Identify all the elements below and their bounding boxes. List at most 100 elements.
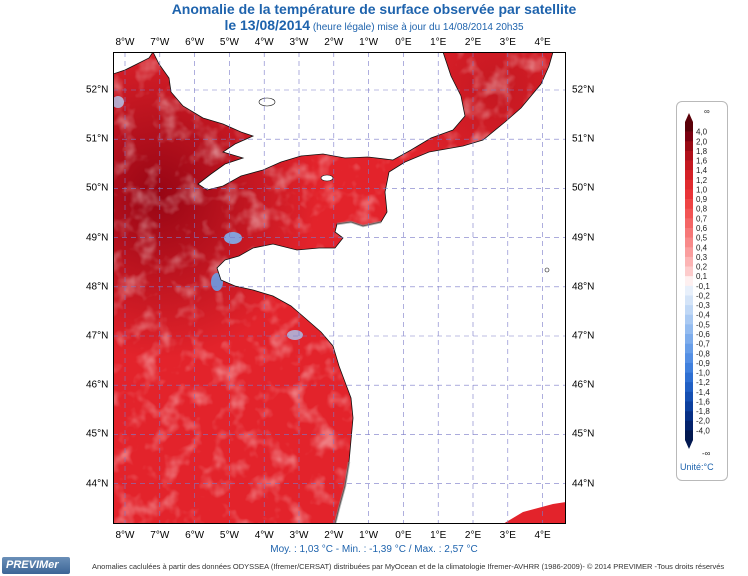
legend-swatch [685, 122, 693, 132]
lon-label-bottom: 4°W [254, 530, 274, 541]
legend-swatch [685, 256, 693, 267]
title-date: le 13/08/2014 [224, 17, 311, 33]
legend-swatch [685, 362, 693, 373]
legend-label: 0,7 [696, 214, 708, 223]
sst-anomaly-map [113, 52, 566, 524]
lon-label-top: 4°E [534, 37, 551, 48]
land-continent [216, 52, 566, 524]
legend-swatch [685, 391, 693, 402]
legend-bottom-symbol: -∞ [702, 449, 711, 458]
statistics: Moy. : 1,03 °C - Min. : -1,39 °C / Max. … [270, 544, 478, 555]
lat-label-left: 47°N [86, 330, 109, 342]
lon-label-top: 4°W [254, 37, 274, 48]
legend-swatch [685, 199, 693, 210]
legend-label: 4,0 [696, 128, 708, 137]
lon-label-bottom: 5°W [219, 530, 239, 541]
legend-label: -2,0 [696, 417, 710, 426]
legend-swatch [685, 314, 693, 325]
legend-swatch [685, 334, 693, 344]
legend-label: -1,2 [696, 378, 710, 387]
legend-swatch [685, 382, 693, 393]
legend-label: -0,9 [696, 359, 710, 368]
legend-swatch [685, 179, 693, 190]
legend-label: 0,2 [696, 263, 708, 272]
legend-label: 0,1 [696, 272, 708, 281]
legend-label: 0,3 [696, 253, 708, 262]
title-update: (heure légale) mise à jour du 14/08/2014… [310, 22, 524, 33]
lon-label-top: 6°W [185, 37, 205, 48]
land-great-britain [152, 52, 466, 191]
legend-label: -1,0 [696, 369, 710, 378]
land-ireland [113, 52, 154, 75]
title-line-1: Anomalie de la température de surface ob… [171, 1, 577, 17]
lat-label-right: 48°N [572, 281, 595, 293]
lat-label-left: 44°N [86, 478, 109, 490]
lon-label-top: 1°W [359, 37, 379, 48]
credit-text: Anomalies caclulées à partir des données… [92, 562, 725, 571]
legend-swatch [685, 430, 693, 441]
legend-label: -0,4 [696, 311, 710, 320]
lat-label-right: 49°N [572, 232, 595, 244]
legend-label: 1,4 [696, 166, 708, 175]
lat-label-left: 49°N [86, 232, 109, 244]
lat-label-right: 44°N [572, 478, 595, 490]
legend-bottom-tip [685, 440, 693, 449]
legend-swatch [685, 160, 693, 171]
previmer-logo: PREVIMer [2, 557, 70, 574]
legend-swatch [685, 189, 693, 200]
lon-label-bottom: 2°E [464, 530, 482, 541]
legend-swatch [685, 141, 693, 152]
legend-label: -0,2 [696, 291, 710, 300]
legend-swatch [685, 218, 693, 229]
legend-swatch [685, 266, 693, 277]
lon-label-bottom: 4°E [534, 530, 551, 541]
legend-unit: Unité:°C [680, 462, 714, 472]
lon-label-top: 1°E [430, 37, 447, 48]
lon-label-bottom: 3°W [289, 530, 309, 541]
lon-label-bottom: 2°W [324, 530, 344, 541]
legend-label: -4,0 [696, 426, 710, 435]
legend-label: -0,3 [696, 301, 710, 310]
legend-swatch [685, 305, 693, 316]
legend-label: 0,4 [696, 243, 708, 252]
lon-label-top: 7°W [150, 37, 170, 48]
legend-swatch [685, 228, 693, 238]
map-frame [113, 52, 566, 524]
legend-label: 1,8 [696, 147, 708, 156]
legend-swatch [685, 170, 693, 181]
legend-label: -0,5 [696, 320, 710, 329]
lon-label-top: 8°W [115, 37, 135, 48]
lon-label-bottom: 3°E [499, 530, 516, 541]
legend-swatch [685, 208, 693, 219]
legend-label: -0,7 [696, 340, 710, 349]
island [320, 174, 334, 182]
legend-swatch [685, 131, 693, 142]
cold-patch [113, 96, 124, 108]
legend-top-tip [685, 113, 693, 122]
legend-swatch [685, 401, 693, 412]
cold-patch [224, 232, 242, 244]
legend-swatch [685, 276, 693, 287]
legend-label: 1,2 [696, 176, 708, 185]
legend-label: 2,0 [696, 137, 708, 146]
lat-label-right: 45°N [572, 428, 595, 440]
lon-label-bottom: 8°W [115, 530, 135, 541]
legend-swatch [685, 295, 693, 306]
legend-swatch [685, 372, 693, 383]
lon-label-bottom: 7°W [150, 530, 170, 541]
legend-label: -0,8 [696, 349, 710, 358]
island [258, 97, 276, 107]
legend-label: -1,8 [696, 407, 710, 416]
legend-label: -0,6 [696, 330, 710, 339]
sea-patch-se [503, 502, 566, 524]
color-legend-scale: 4,02,01,81,61,41,21,00,90,80,70,60,50,40… [685, 107, 711, 458]
legend-swatch [685, 150, 693, 161]
legend-swatch [685, 237, 693, 248]
lat-label-right: 47°N [572, 330, 595, 342]
legend-swatch [685, 411, 693, 422]
lon-label-bottom: 0°E [395, 530, 412, 541]
title-line-2: le 13/08/2014 (heure légale) mise à jour… [0, 17, 748, 36]
coast-shadow [333, 220, 382, 524]
legend-labels: 4,02,01,81,61,41,21,00,90,80,70,60,50,40… [696, 128, 710, 436]
lat-label-right: 51°N [572, 133, 595, 145]
